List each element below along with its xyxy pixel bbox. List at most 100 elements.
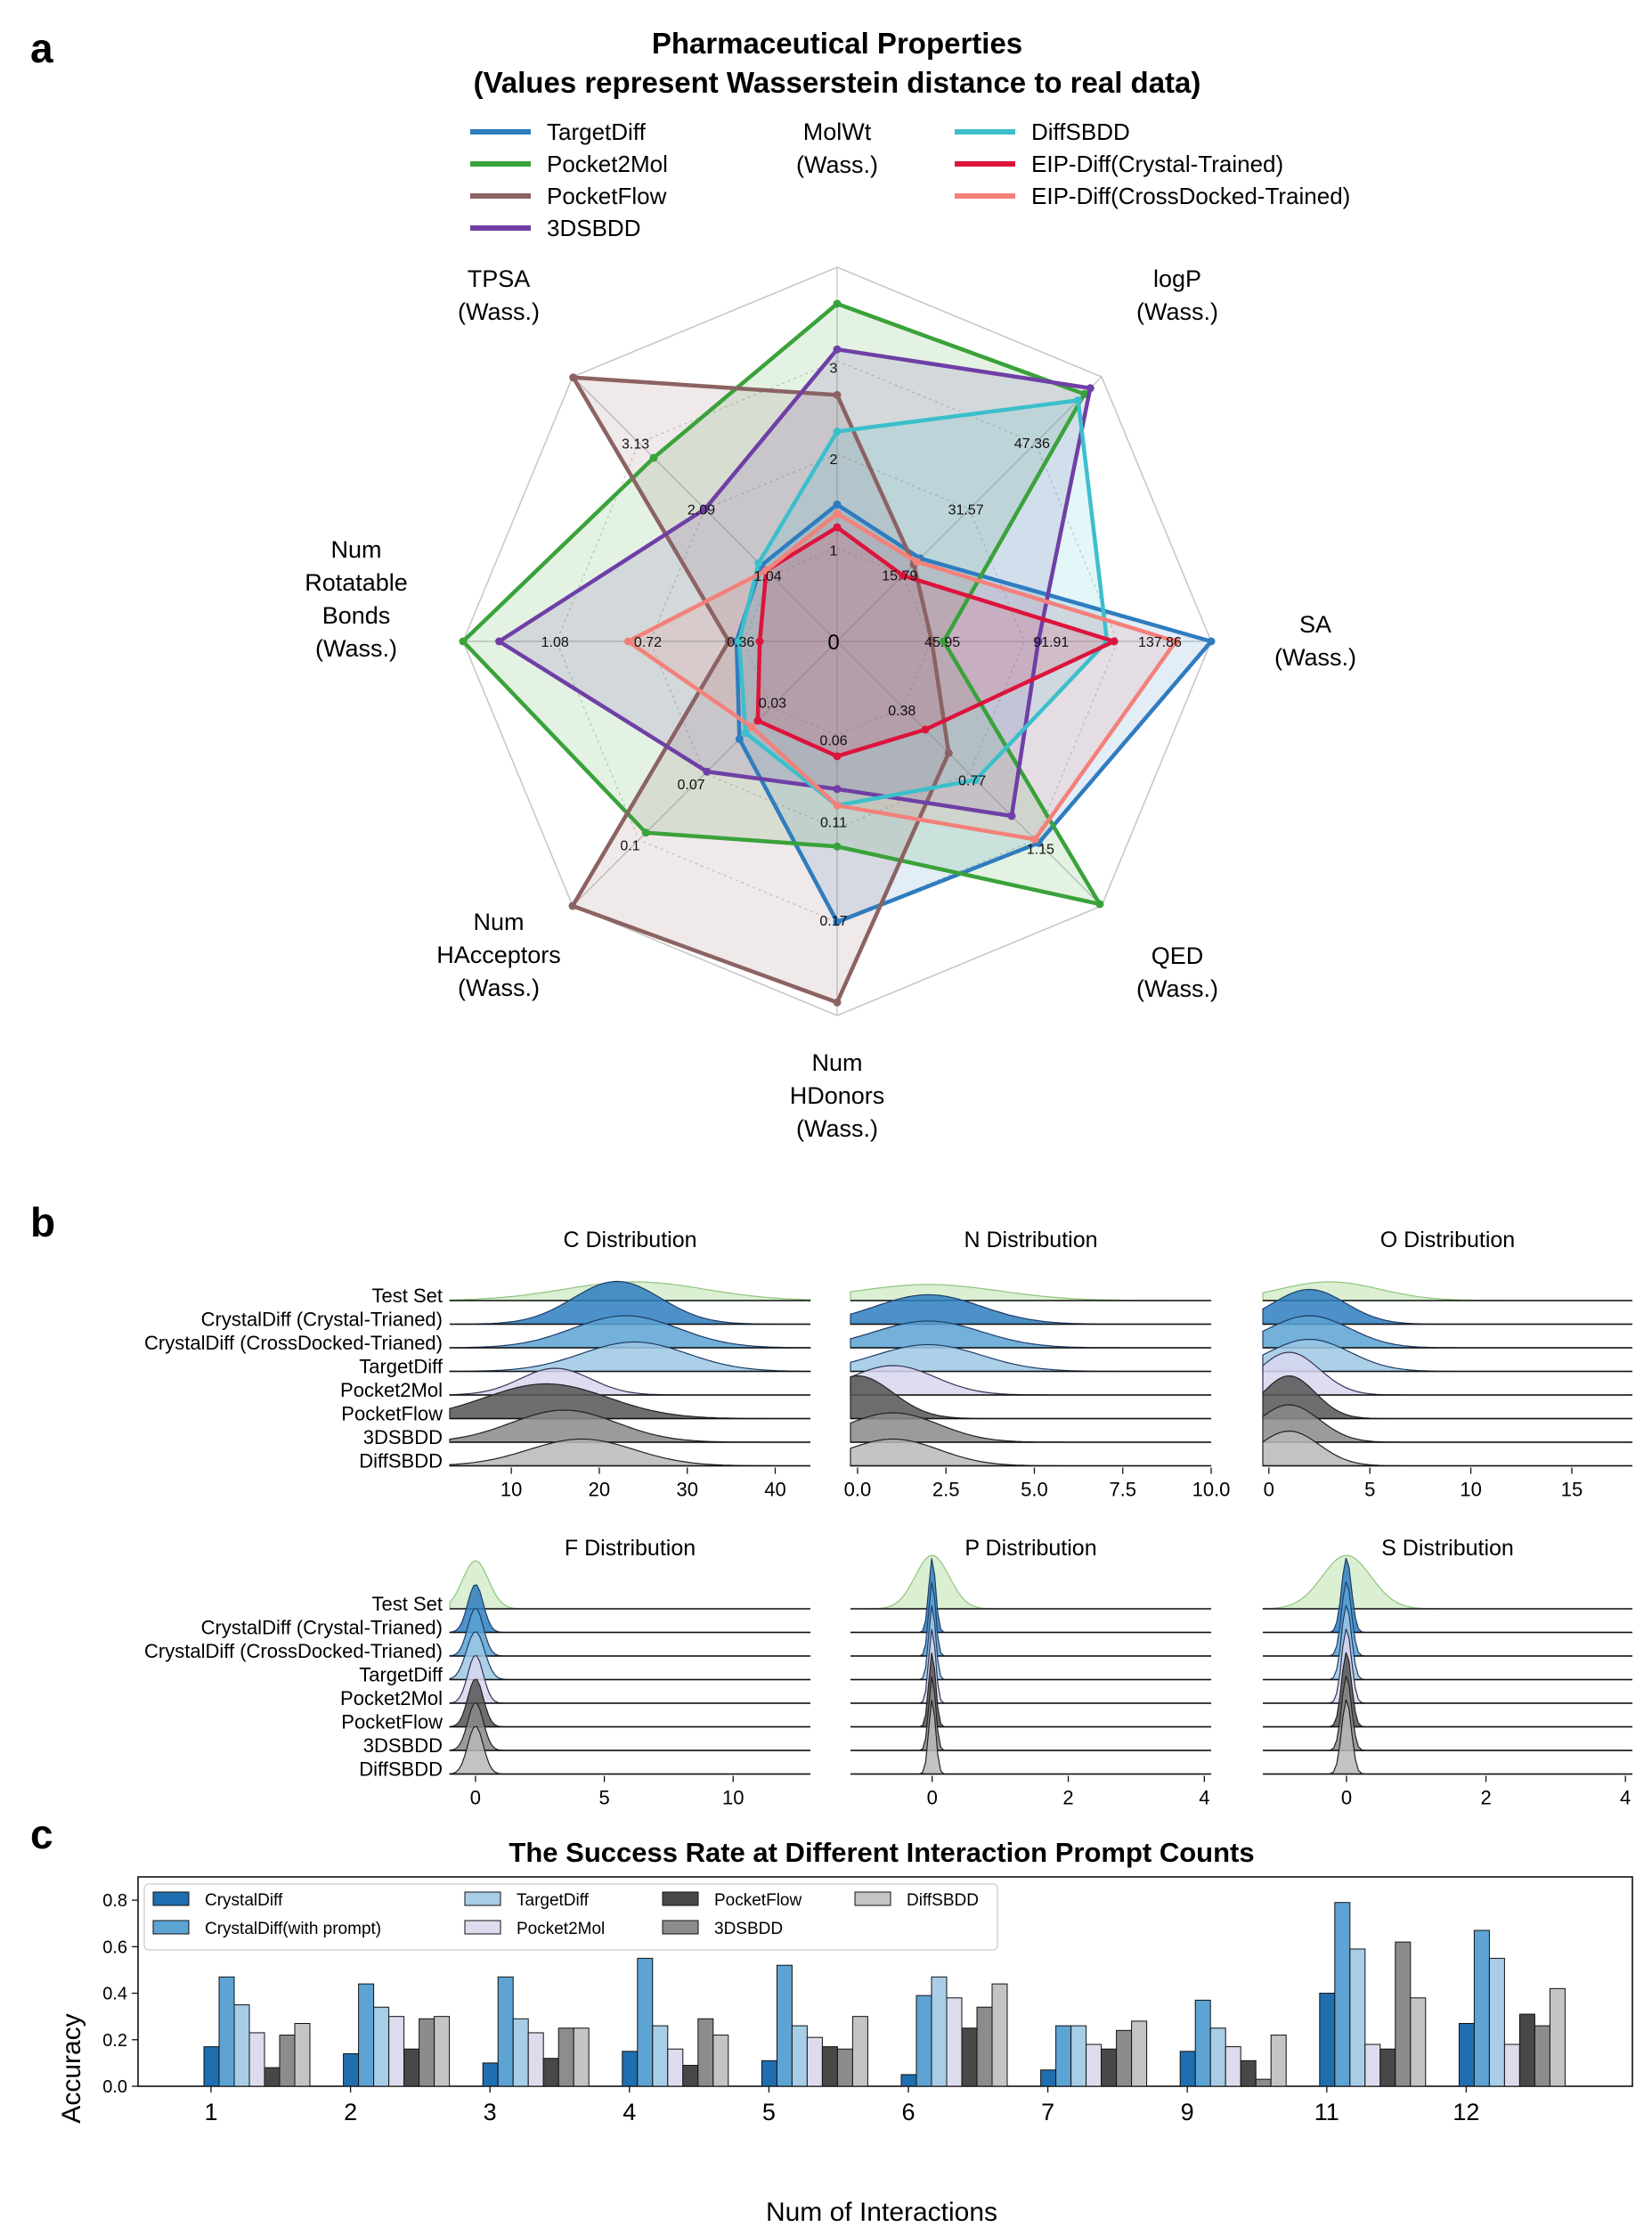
radar-spoke [836, 376, 1103, 642]
ridge-panel-title: N Distribution [964, 1228, 1097, 1252]
radar-chart: Pharmaceutical Properties (Values repres… [305, 27, 1356, 1142]
legend-swatch [662, 1891, 699, 1906]
radar-tick-label: 2 [830, 453, 838, 468]
bar-crystaldiff-2 [343, 2052, 360, 2087]
ridge-row-label-crystaldiff-crystal-trianed: CrystalDiff (Crystal-Trianed) [201, 1309, 443, 1331]
radar-legend-item-targetdiff: TargetDiff [470, 118, 647, 145]
ridge-row-label-pocketflow: PocketFlow [341, 1403, 443, 1425]
bar-crystaldiff-9 [1179, 2051, 1196, 2087]
legend-swatch [662, 1920, 699, 1935]
bar-pocket2mol-5 [806, 2036, 823, 2087]
ridge-xtick-label: 5 [1364, 1479, 1375, 1501]
radar-tick-label: 3.13 [622, 437, 649, 453]
bar-diffsbdd-1 [294, 2023, 311, 2087]
panel-label-c: c [30, 1811, 53, 1857]
ridge-xtick-label: 5 [598, 1787, 609, 1809]
ridge-row-label-test-set: Test Set [372, 1593, 443, 1615]
bar-plot-frame [137, 1876, 1633, 2087]
bar-xtick-label: 12 [1453, 2099, 1479, 2125]
bar-crystaldiff-3 [482, 2062, 499, 2087]
radar-tick-label: 3 [830, 362, 838, 377]
bar-diffsbdd-3 [573, 2027, 590, 2087]
bar-chart-xlabel: Num of Interactions [766, 2198, 997, 2227]
bar-pocketflow-12 [1518, 2013, 1535, 2087]
radar-point-diffsbdd [754, 559, 763, 567]
bar-legend-item-crystaldiff-with-prompt: CrystalDiff(with prompt) [152, 1920, 381, 1938]
bar-chart-ylabel: Accuracy [57, 2013, 86, 2123]
ridge-row-label-targetdiff: TargetDiff [359, 1664, 444, 1686]
ridge-xtick-label: 10 [1460, 1479, 1481, 1501]
ridge-row-label-pocket2mol: Pocket2Mol [340, 1379, 443, 1401]
bar-targetdiff-5 [791, 2025, 808, 2087]
bar-legend-item-pocket2mol: Pocket2Mol [464, 1920, 605, 1938]
radar-tick-label: 31.57 [948, 502, 984, 518]
bar-xtick-label: 1 [204, 2099, 217, 2125]
bar-3dsbdd-6 [976, 2006, 993, 2087]
radar-point-eip-diff-crystal-trained [899, 571, 907, 580]
bar-targetdiff-7 [1070, 2025, 1087, 2087]
radar-legend-item-eip-diff-crystal-trained: EIP-Diff(Crystal-Trained) [955, 151, 1283, 177]
bar-xtick-label: 11 [1314, 2099, 1339, 2125]
radar-subtitle: (Values represent Wasserstein distance t… [474, 66, 1201, 99]
legend-label: CrystalDiff [205, 1891, 283, 1910]
radar-axis-label-qed-wass: QED (Wass.) [1136, 942, 1218, 1002]
bar-legend-frame [143, 1883, 998, 1951]
ridge-row-label-3dsbdd: 3DSBDD [363, 1426, 443, 1448]
bar-targetdiff-1 [233, 2004, 250, 2087]
radar-point-targetdiff [833, 918, 842, 926]
bar-targetdiff-3 [512, 2018, 529, 2087]
bar-crystaldiff-with-prompt-9 [1194, 1999, 1211, 2087]
legend-swatch [464, 1891, 501, 1906]
ridge-xtick-label: 40 [764, 1479, 785, 1501]
bar-crystaldiff-6 [900, 2074, 917, 2087]
radar-point-3dsbdd [701, 505, 710, 514]
radar-area-pocket2mol [463, 303, 1100, 904]
legend-label: Pocket2Mol [547, 151, 668, 177]
radar-center-label: 0 [827, 631, 839, 655]
radar-point-pocketflow [724, 637, 733, 646]
ridge-panel-p-distribution: P Distribution 0 2 4 [850, 1536, 1211, 1809]
radar-point-3dsbdd [495, 637, 504, 646]
ridge-row-label-crystaldiff-crossdocked-trianed: CrystalDiff (CrossDocked-Trianed) [144, 1640, 443, 1662]
radar-axis-label-sa-wass: SA (Wass.) [1274, 611, 1356, 671]
radar-point-targetdiff [1207, 637, 1216, 646]
bar-crystaldiff-12 [1458, 2023, 1475, 2087]
radar-legend-item-diffsbdd: DiffSBDD [955, 118, 1130, 145]
legend-label: Pocket2Mol [517, 1920, 605, 1938]
legend-label: CrystalDiff(with prompt) [205, 1920, 381, 1938]
ridge-xtick-label: 15 [1561, 1479, 1583, 1501]
bar-pocket2mol-9 [1225, 2046, 1241, 2087]
bar-pocketflow-4 [682, 2065, 699, 2087]
bar-3dsbdd-2 [419, 2018, 435, 2087]
bar-pocketflow-3 [542, 2058, 559, 2087]
ridge-xtick-label: 2 [1062, 1787, 1073, 1809]
radar-point-3dsbdd [1086, 384, 1095, 393]
ridge-xtick-label: 20 [589, 1479, 610, 1501]
ridge-panel-title: P Distribution [964, 1536, 1096, 1561]
radar-point-targetdiff [833, 500, 842, 509]
radar-tick-label: 1.08 [541, 635, 569, 650]
radar-point-eip-diff-crossdocked-trained [1171, 637, 1180, 646]
radar-point-eip-diff-crystal-trained [753, 716, 762, 725]
bar-3dsbdd-5 [836, 2048, 853, 2087]
legend-label: TargetDiff [517, 1891, 590, 1910]
radar-point-pocket2mol [1080, 389, 1089, 398]
bar-3dsbdd-1 [279, 2035, 296, 2087]
radar-point-3dsbdd [833, 785, 842, 794]
bar-diffsbdd-11 [1410, 1997, 1427, 2087]
bar-chart-title: The Success Rate at Different Interactio… [509, 1837, 1254, 1868]
ridge-xtick-label: 0 [927, 1787, 938, 1809]
radar-point-pocketflow [833, 390, 842, 399]
legend-swatch [152, 1920, 190, 1935]
radar-point-eip-diff-crossdocked-trained [747, 722, 756, 731]
bar-xtick-label: 7 [1041, 2099, 1054, 2125]
ridge-xtick-label: 30 [676, 1479, 697, 1501]
ridge-density-crystaldiff-crossdocked-trianed [449, 1315, 811, 1349]
radar-tick-label: 0.1 [620, 838, 639, 853]
radar-axis-label-num-rotatable-bonds-wass: Num Rotatable Bonds (Wass.) [305, 536, 408, 662]
radar-tick-label: 47.36 [1014, 436, 1050, 452]
bar-pocketflow-9 [1240, 2060, 1257, 2087]
